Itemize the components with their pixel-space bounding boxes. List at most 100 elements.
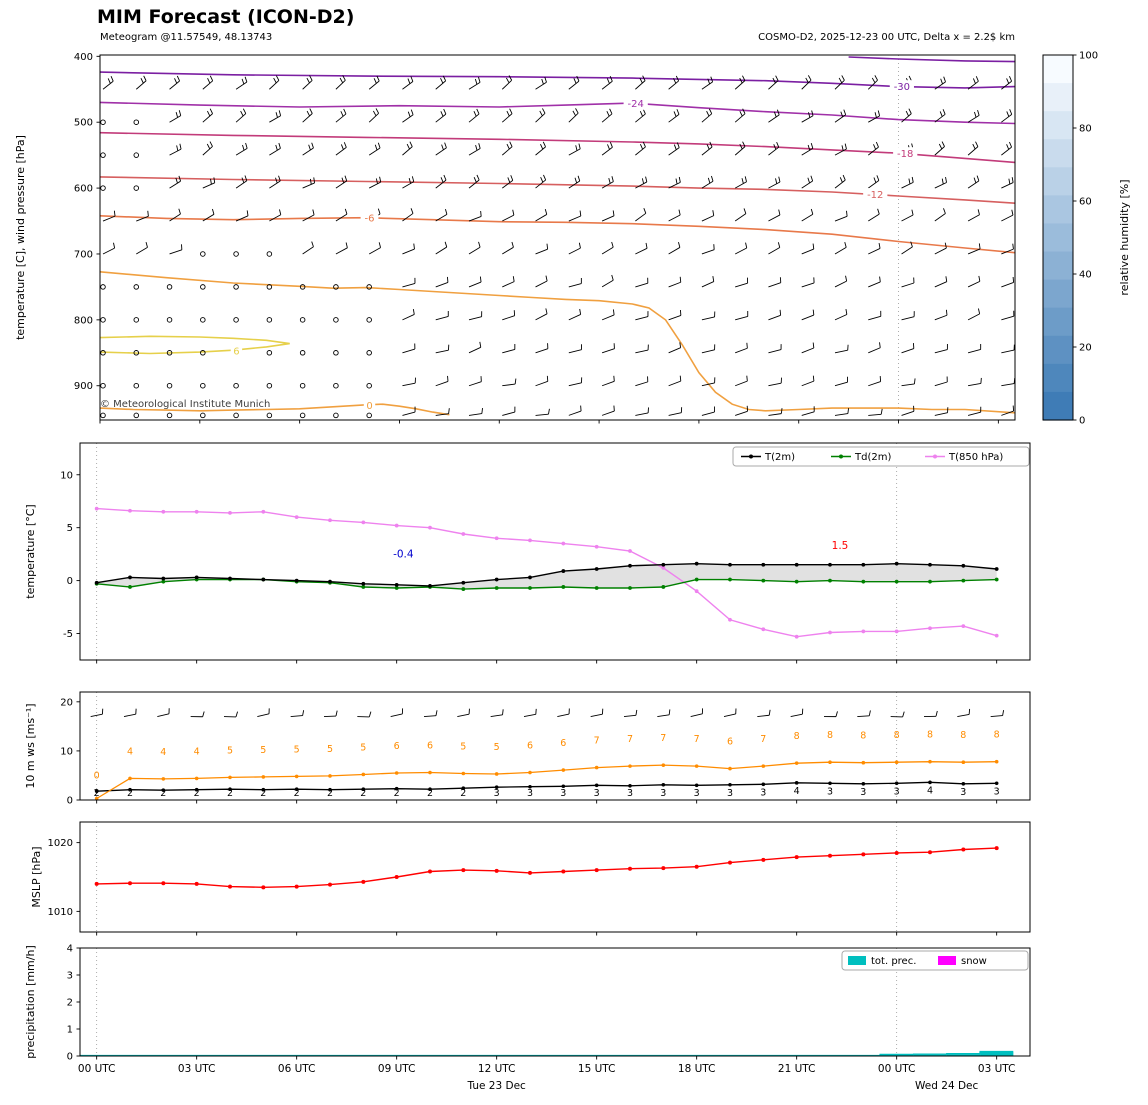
- svg-text:2: 2: [67, 998, 73, 1009]
- svg-text:4: 4: [794, 786, 800, 797]
- svg-text:4: 4: [127, 746, 133, 757]
- svg-text:3: 3: [994, 786, 1000, 797]
- svg-text:7: 7: [660, 733, 666, 744]
- humidity-colorbar: 0 20 40 60 80 100 relative humidity [%]: [1042, 51, 1131, 427]
- svg-text:2: 2: [160, 788, 166, 799]
- svg-text:6: 6: [727, 737, 733, 748]
- svg-text:1: 1: [67, 1025, 73, 1036]
- svg-text:400: 400: [74, 52, 93, 63]
- svg-text:600: 600: [74, 184, 93, 195]
- svg-text:500: 500: [74, 118, 93, 129]
- svg-text:-30: -30: [894, 82, 910, 93]
- svg-text:3: 3: [67, 971, 73, 982]
- svg-text:6: 6: [427, 741, 433, 752]
- svg-text:temperature [°C]: temperature [°C]: [24, 504, 37, 598]
- svg-text:3: 3: [494, 788, 500, 799]
- svg-text:2: 2: [394, 788, 400, 799]
- svg-text:Tue 23 Dec: Tue 23 Dec: [467, 1080, 527, 1092]
- svg-text:8: 8: [827, 730, 833, 741]
- svg-text:-0.4: -0.4: [393, 548, 414, 560]
- svg-text:8: 8: [894, 730, 900, 741]
- svg-text:60: 60: [1079, 197, 1092, 208]
- svg-text:5: 5: [294, 744, 300, 755]
- svg-text:09 UTC: 09 UTC: [378, 1063, 416, 1075]
- svg-text:700: 700: [74, 249, 93, 260]
- svg-text:2: 2: [194, 788, 200, 799]
- precip-legend: tot. prec. snow: [841, 950, 1029, 971]
- svg-text:Wed 24 Dec: Wed 24 Dec: [915, 1080, 978, 1092]
- svg-text:4: 4: [194, 746, 200, 757]
- svg-text:3: 3: [560, 788, 566, 799]
- svg-text:00 UTC: 00 UTC: [878, 1063, 916, 1075]
- svg-text:relative humidity [%]: relative humidity [%]: [1118, 179, 1131, 295]
- svg-text:10 m ws [ms⁻¹]: 10 m ws [ms⁻¹]: [24, 703, 37, 788]
- svg-text:3: 3: [960, 787, 966, 798]
- temperature-legend: T(2m) Td(2m) T(850 hPa): [732, 446, 1030, 467]
- svg-text:5: 5: [494, 742, 500, 753]
- svg-text:6: 6: [527, 741, 533, 752]
- svg-text:MSLP [hPa]: MSLP [hPa]: [30, 846, 43, 907]
- svg-text:3: 3: [694, 788, 700, 799]
- svg-text:0: 0: [67, 796, 73, 807]
- svg-text:8: 8: [794, 731, 800, 742]
- svg-text:2: 2: [460, 788, 466, 799]
- svg-text:5: 5: [260, 745, 266, 756]
- svg-text:100: 100: [1079, 51, 1098, 62]
- svg-text:-24: -24: [628, 99, 644, 110]
- svg-text:-18: -18: [897, 149, 913, 160]
- svg-text:Td(2m): Td(2m): [854, 452, 891, 463]
- model-info: COSMO-D2, 2025-12-23 00 UTC, Delta x = 2…: [758, 32, 1015, 43]
- svg-text:12 UTC: 12 UTC: [478, 1063, 516, 1075]
- svg-text:8: 8: [960, 730, 966, 741]
- svg-text:3: 3: [527, 788, 533, 799]
- svg-text:4: 4: [67, 944, 73, 955]
- svg-text:0: 0: [94, 771, 100, 782]
- svg-text:5: 5: [67, 523, 73, 534]
- svg-text:3: 3: [627, 788, 633, 799]
- svg-text:40: 40: [1079, 270, 1092, 281]
- svg-text:2: 2: [127, 788, 133, 799]
- svg-text:2: 2: [327, 788, 333, 799]
- wind-panel: 2 2 2 2 2 2 2 2 2 2 2 2 3 3 3 3 3 3 3 3 3 4 3 3 3 4 3 3 0 4 4 4 5 5 5 5 5 6 6 5…: [24, 691, 1031, 807]
- svg-text:4: 4: [927, 785, 933, 796]
- svg-text:5: 5: [327, 744, 333, 755]
- svg-text:temperature [C], wind pressure: temperature [C], wind pressure [hPa]: [14, 135, 27, 340]
- svg-text:0: 0: [1079, 416, 1085, 427]
- svg-text:T(2m): T(2m): [764, 452, 795, 463]
- svg-text:snow: snow: [961, 956, 987, 967]
- svg-text:8: 8: [994, 730, 1000, 741]
- svg-text:20: 20: [60, 697, 73, 708]
- surface-wind-barbs: [90, 708, 1005, 718]
- mslp-panel: 1010 1020 MSLP [hPa]: [30, 821, 1031, 936]
- svg-text:1.5: 1.5: [832, 540, 849, 552]
- page-subtitle: Meteogram @11.57549, 48.13743: [100, 32, 273, 43]
- svg-text:3: 3: [594, 788, 600, 799]
- svg-text:3: 3: [760, 787, 766, 798]
- svg-text:4: 4: [160, 747, 166, 758]
- svg-text:0: 0: [67, 576, 73, 587]
- svg-text:3: 3: [894, 786, 900, 797]
- svg-text:5: 5: [460, 741, 466, 752]
- svg-text:10: 10: [60, 746, 73, 757]
- svg-text:800: 800: [74, 315, 93, 326]
- svg-text:6: 6: [233, 346, 239, 357]
- svg-text:03 UTC: 03 UTC: [178, 1063, 216, 1075]
- svg-text:5: 5: [360, 742, 366, 753]
- svg-text:1010: 1010: [48, 907, 73, 918]
- svg-text:5: 5: [227, 745, 233, 756]
- svg-text:-12: -12: [867, 190, 883, 201]
- svg-text:00 UTC: 00 UTC: [78, 1063, 116, 1075]
- copyright-watermark: © Meteorological Institute Munich: [100, 399, 271, 410]
- svg-text:0: 0: [366, 401, 372, 412]
- svg-text:3: 3: [727, 788, 733, 799]
- svg-text:3: 3: [660, 788, 666, 799]
- upper-wind-barbs: [100, 75, 1016, 419]
- svg-text:-6: -6: [365, 213, 375, 224]
- svg-text:80: 80: [1079, 124, 1092, 135]
- precipitation-panel: tot. prec. snow 0 1 2 3 4 00 UTC 03 UTC 06 UTC 09 …: [24, 944, 1031, 1092]
- svg-text:1020: 1020: [48, 838, 73, 849]
- svg-text:2: 2: [427, 788, 433, 799]
- svg-text:8: 8: [860, 731, 866, 742]
